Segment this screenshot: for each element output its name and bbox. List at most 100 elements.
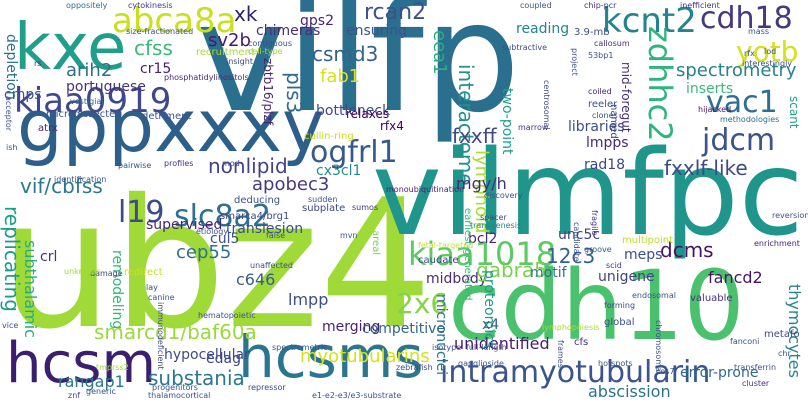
cloud-word: motif <box>530 265 567 281</box>
cloud-word: arih2 <box>66 60 113 81</box>
cloud-word: mvn <box>340 231 358 240</box>
cloud-word: midbody <box>426 271 488 287</box>
cloud-word: csmd3 <box>312 42 379 66</box>
cloud-word: metafo <box>764 329 800 340</box>
cloud-word: chimeras <box>256 23 321 39</box>
cloud-word: coiled <box>588 87 612 96</box>
cloud-word: bcl2 <box>468 231 498 247</box>
cloud-word: marrow <box>518 123 549 132</box>
cloud-word: mod <box>222 159 240 168</box>
cloud-word: immunodeficient <box>156 302 165 370</box>
cloud-word: reversion <box>772 211 808 220</box>
cloud-word: global <box>604 317 635 328</box>
cloud-word: detriment <box>142 111 192 122</box>
cloud-word: profiles <box>164 159 194 168</box>
cloud-word: full-length <box>466 343 507 352</box>
cloud-word: ogfrl1 <box>310 135 398 170</box>
cloud-word: cep55 <box>176 242 232 263</box>
cloud-word: forming <box>604 301 636 310</box>
cloud-word: generic <box>86 387 116 396</box>
cloud-word: kcnt2 <box>602 1 697 41</box>
cloud-word: ensuring <box>346 23 408 39</box>
cloud-word: competitive <box>362 321 446 337</box>
cloud-word: cx3cl1 <box>316 163 362 179</box>
cloud-word: subtractive <box>502 43 548 52</box>
cloud-word: znf <box>68 391 81 400</box>
cloud-word: multipoint <box>622 235 674 246</box>
cloud-word: contiguous <box>248 39 293 48</box>
cloud-word: mgy/h <box>456 174 507 193</box>
cloud-word: chr <box>778 349 791 358</box>
cloud-word: scant <box>787 96 801 129</box>
cloud-word: insight <box>226 57 253 66</box>
cloud-word: myotubularins <box>300 346 430 367</box>
cloud-word: merging <box>322 319 381 335</box>
cloud-word: error-prone <box>680 365 759 381</box>
cloud-word: hijacked <box>698 105 732 114</box>
cloud-word: inefficient <box>680 1 720 10</box>
cloud-word: pairwise <box>118 161 152 170</box>
cloud-word: atrx <box>38 123 58 134</box>
cloud-word: cos7 <box>656 367 675 376</box>
cloud-word: areal <box>370 230 381 256</box>
cloud-word: thalamocortical <box>148 391 211 400</box>
cloud-word: hcsm <box>6 331 157 396</box>
cloud-word: unknown <box>64 267 101 276</box>
cloud-word: interactome <box>454 64 478 186</box>
cloud-word: cullin-ring <box>304 131 354 142</box>
cloud-word: endosomal <box>632 291 676 300</box>
cloud-word: unaffected <box>250 261 294 270</box>
cloud-word: chromosomal <box>654 320 663 375</box>
cloud-word: centrosomal <box>542 80 551 130</box>
cloud-word: redirect <box>124 267 163 278</box>
cloud-word: intramyotubularin <box>440 355 711 390</box>
cloud-word: project <box>570 48 579 76</box>
cloud-word: kiaa1018 <box>408 235 557 273</box>
cloud-word: dcms <box>660 238 714 262</box>
cloud-word: cell-type <box>248 47 283 56</box>
cloud-word: slc8a2 <box>174 199 272 234</box>
cloud-word: crl <box>40 249 58 265</box>
cloud-word: spectrometric <box>272 343 328 352</box>
cloud-word: zebrafish <box>396 363 433 372</box>
cloud-word: hematopoietic <box>198 311 256 320</box>
cloud-word: rcan2 <box>364 0 427 25</box>
cloud-word: hotspots <box>598 359 633 368</box>
cloud-word: translesion <box>226 221 304 237</box>
cloud-word: cr15 <box>140 61 172 77</box>
cloud-word: xk <box>234 2 258 26</box>
cloud-word: rad18 <box>584 157 626 173</box>
cloud-word: recruitment <box>196 47 255 58</box>
cloud-word: yotb <box>736 35 799 68</box>
cloud-word: lmpps <box>586 135 629 151</box>
cloud-word: cdh18 <box>700 1 793 36</box>
cloud-word: unigene <box>598 269 655 285</box>
cloud-word: progenitors <box>152 383 198 392</box>
cloud-word: abscission <box>588 382 671 401</box>
cloud-word: gabra5 <box>476 258 547 282</box>
cloud-word: fetal-targeted <box>418 241 474 250</box>
cloud-word: methodologies <box>720 115 780 124</box>
cloud-word: meps <box>624 247 663 263</box>
cloud-word: identification <box>54 175 107 184</box>
cloud-word: transferrin <box>734 363 777 372</box>
cloud-word: fancd2 <box>708 268 763 287</box>
cloud-word: clones <box>592 111 618 120</box>
cloud-word: ubz4 <box>0 161 433 368</box>
cloud-word: oppositely <box>66 1 108 10</box>
cloud-word: replicating <box>0 206 24 312</box>
cloud-word: 3.9-mb <box>574 27 610 38</box>
cloud-word: kxe <box>14 11 127 85</box>
cloud-word: caudate <box>418 255 459 266</box>
cloud-word: kiaa0919 <box>14 81 172 121</box>
cloud-word: nonlipid <box>208 154 288 178</box>
cloud-word: discovery <box>484 191 523 200</box>
cloud-word: lmpp <box>288 290 329 309</box>
cloud-word: coupled <box>520 1 552 10</box>
cloud-word: gppxxxy <box>17 84 325 168</box>
cloud-word: micronuclei <box>433 294 449 376</box>
cloud-word: hcsms <box>238 323 424 391</box>
cloud-word: vice <box>2 321 19 330</box>
cloud-word: vestigial <box>70 97 104 106</box>
cloud-word: cdh10 <box>448 250 745 362</box>
